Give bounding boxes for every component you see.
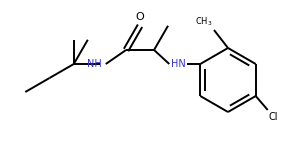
Text: Cl: Cl [269,112,278,122]
Text: O: O [136,12,144,22]
Text: NH: NH [87,59,102,69]
Text: HN: HN [171,59,186,69]
Text: CH$_3$: CH$_3$ [195,16,213,28]
